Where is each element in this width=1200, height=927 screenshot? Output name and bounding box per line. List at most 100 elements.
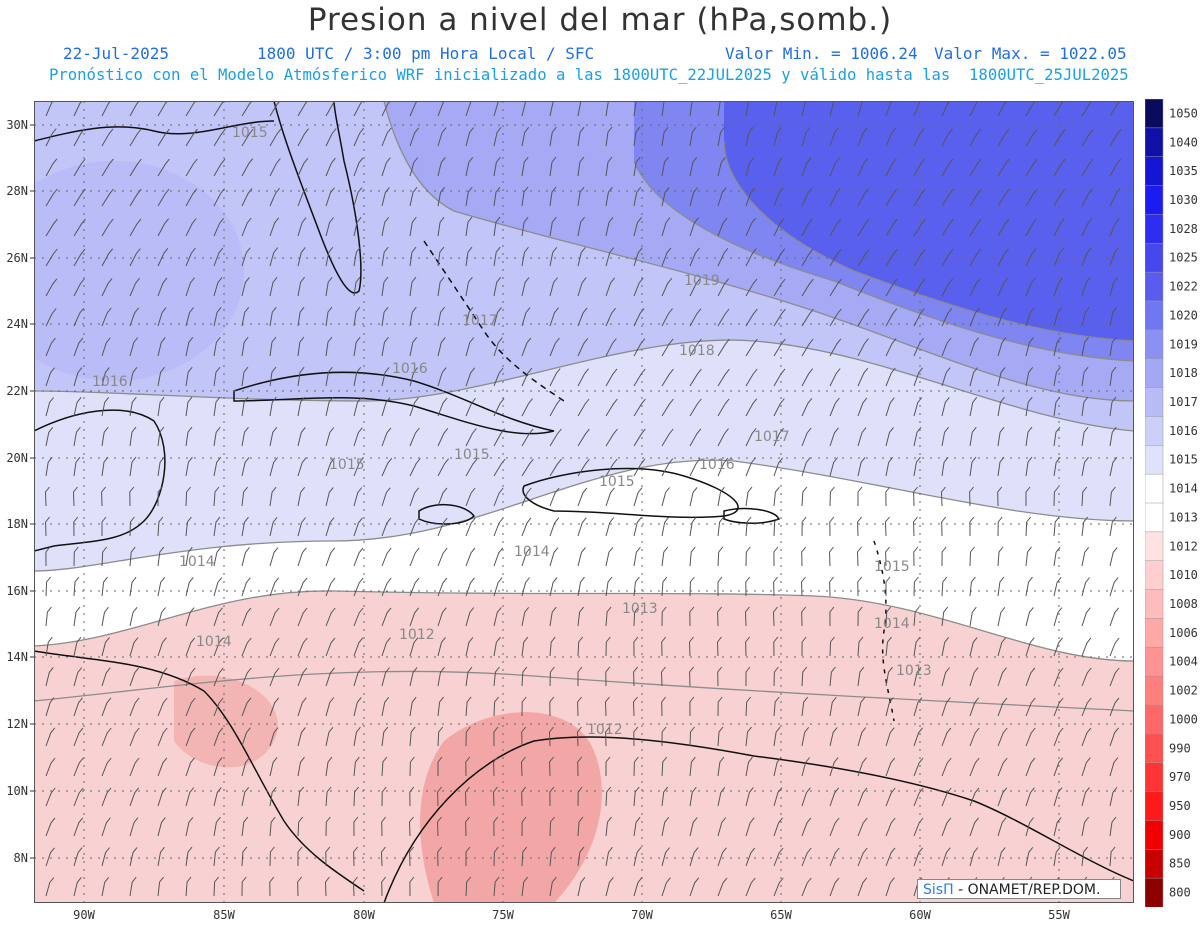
min-value: Valor Min. = 1006.24 — [725, 44, 918, 63]
wind-barb — [745, 338, 758, 357]
wind-barb — [745, 877, 756, 897]
wind-barb — [829, 486, 835, 507]
wind-barb — [605, 636, 611, 657]
wind-barb — [828, 546, 834, 567]
wind-barb — [409, 786, 415, 807]
wind-barb — [241, 426, 249, 447]
wind-barb — [1053, 307, 1063, 327]
yucatan-coast — [34, 409, 166, 552]
wind-barb — [969, 697, 980, 717]
wind-barb — [213, 546, 222, 567]
wind-barb — [997, 307, 1008, 327]
wind-barb — [213, 727, 224, 747]
wind-barb — [73, 188, 86, 207]
wind-barb — [885, 576, 891, 596]
wind-barb — [409, 756, 415, 777]
wind-barb — [1081, 697, 1092, 717]
wind-barb — [745, 756, 753, 777]
wind-barb — [325, 607, 336, 627]
wind-barb — [241, 336, 249, 357]
wind-barb — [857, 787, 868, 807]
contour-label: 1014 — [179, 554, 215, 570]
wind-barb — [325, 637, 336, 657]
wind-barb — [801, 457, 811, 477]
wind-barb — [45, 337, 56, 357]
wind-barb — [661, 247, 672, 267]
wind-barb — [773, 101, 779, 117]
wind-barb — [913, 606, 920, 627]
wind-barb — [325, 756, 333, 777]
wind-barb — [745, 457, 756, 477]
wind-barb — [381, 397, 391, 417]
wind-barb — [1081, 846, 1088, 867]
wind-barb — [129, 248, 141, 267]
wind-barb — [353, 101, 364, 117]
wind-barb — [45, 188, 58, 207]
wind-barb — [801, 427, 812, 447]
wind-barb — [661, 217, 671, 237]
wind-barb — [521, 606, 530, 627]
wind-barb — [829, 787, 840, 807]
legend-swatch — [1145, 473, 1164, 504]
wind-barb — [661, 756, 668, 777]
contour-label: 1019 — [684, 273, 720, 289]
wind-barb — [577, 517, 587, 537]
legend-swatch — [1145, 791, 1164, 822]
wind-barb — [773, 218, 785, 237]
wind-barb — [856, 546, 862, 567]
wind-barb — [325, 667, 335, 687]
wind-barb — [493, 398, 505, 417]
wind-barb — [1025, 846, 1034, 867]
wind-barb — [409, 517, 420, 537]
wind-barb — [941, 606, 949, 627]
lat-label: 10N — [6, 784, 28, 798]
wind-barb — [857, 101, 865, 117]
wind-barb — [717, 398, 730, 417]
wind-barb — [45, 697, 55, 717]
wind-barb — [1081, 757, 1091, 777]
wind-barb — [101, 218, 114, 237]
wind-barb — [577, 101, 583, 117]
wind-barb — [997, 637, 1007, 657]
wind-barb — [521, 367, 533, 387]
wind-barb — [325, 157, 336, 177]
wind-barb — [185, 366, 193, 387]
wind-barb — [745, 101, 751, 117]
wind-barb — [157, 757, 168, 777]
wind-barb — [1109, 697, 1120, 717]
wind-barb — [437, 637, 446, 657]
wind-barb — [885, 158, 897, 177]
wind-barb — [941, 636, 950, 657]
wind-barb — [493, 101, 500, 117]
wind-barb — [941, 397, 950, 417]
wind-barb — [185, 218, 197, 237]
wind-barb — [717, 516, 724, 537]
gulf-region — [34, 161, 244, 381]
wind-barb — [1109, 486, 1116, 507]
wind-barb — [101, 667, 111, 687]
contour-label: 1015 — [329, 457, 365, 473]
wind-barb — [661, 101, 666, 117]
wind-barb — [297, 607, 308, 627]
wind-barb — [437, 577, 448, 597]
wind-barb — [661, 786, 669, 807]
wind-barb — [857, 606, 863, 627]
wind-barb — [969, 101, 979, 117]
wind-barb — [913, 546, 919, 567]
wind-barb — [689, 156, 698, 177]
lat-label: 16N — [6, 584, 28, 598]
wind-barb — [493, 487, 504, 507]
legend-label: 970 — [1169, 770, 1191, 784]
wind-barb — [885, 188, 898, 207]
wind-barb — [1081, 188, 1094, 207]
wind-barb — [661, 847, 670, 867]
wind-barb — [633, 398, 646, 417]
wind-barb — [381, 876, 387, 897]
wind-barb — [381, 276, 389, 297]
wind-barb — [549, 458, 562, 477]
wind-barb — [241, 547, 250, 567]
contour-label: 1013 — [896, 663, 932, 679]
wind-barb — [101, 101, 112, 117]
wind-barb — [409, 246, 417, 267]
wind-barb — [521, 398, 533, 417]
